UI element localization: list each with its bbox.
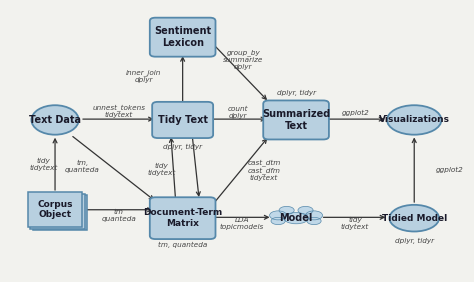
Text: ggplot2: ggplot2: [341, 110, 369, 116]
Text: Summarized
Text: Summarized Text: [262, 109, 330, 131]
Ellipse shape: [307, 217, 321, 225]
Text: dplyr, tidyr: dplyr, tidyr: [163, 144, 202, 150]
Ellipse shape: [306, 211, 322, 220]
FancyBboxPatch shape: [30, 194, 84, 229]
FancyBboxPatch shape: [28, 192, 82, 227]
Ellipse shape: [270, 211, 287, 220]
Text: dplyr, tidyr: dplyr, tidyr: [276, 90, 316, 96]
Text: Visualizations: Visualizations: [379, 115, 450, 124]
Ellipse shape: [390, 205, 439, 232]
Text: Model: Model: [279, 213, 313, 223]
Ellipse shape: [298, 206, 313, 214]
Text: unnest_tokens
tidytext: unnest_tokens tidytext: [92, 104, 146, 118]
Text: Corpus
Object: Corpus Object: [37, 200, 73, 219]
FancyBboxPatch shape: [33, 195, 87, 230]
FancyBboxPatch shape: [150, 18, 216, 57]
Ellipse shape: [284, 213, 309, 224]
Ellipse shape: [271, 217, 285, 225]
Ellipse shape: [387, 105, 441, 135]
Ellipse shape: [31, 105, 79, 135]
FancyBboxPatch shape: [152, 102, 213, 138]
Text: Tidy Text: Tidy Text: [158, 115, 208, 125]
FancyBboxPatch shape: [263, 100, 329, 140]
Text: tidy
tidytext: tidy tidytext: [29, 158, 57, 171]
Text: cast_dtm
cast_dfm
tidytext: cast_dtm cast_dfm tidytext: [247, 160, 281, 181]
Text: tidy
tidytext: tidy tidytext: [341, 217, 369, 230]
Text: tm,
quanteda: tm, quanteda: [65, 160, 100, 173]
Text: Document-Term
Matrix: Document-Term Matrix: [143, 208, 222, 228]
Text: count
dplyr: count dplyr: [228, 106, 249, 119]
Text: Sentiment
Lexicon: Sentiment Lexicon: [154, 27, 211, 48]
Text: tidy
tidytext: tidy tidytext: [147, 163, 175, 176]
FancyBboxPatch shape: [150, 197, 216, 239]
Text: ggplot2: ggplot2: [436, 167, 463, 173]
Text: inner_join
dplyr: inner_join dplyr: [126, 70, 161, 83]
Text: tm, quanteda: tm, quanteda: [158, 242, 207, 248]
Text: group_by
summarize
dplyr: group_by summarize dplyr: [223, 49, 264, 70]
Text: tm
quanteda: tm quanteda: [101, 209, 137, 222]
Text: Text Data: Text Data: [29, 115, 81, 125]
Text: Tidied Model: Tidied Model: [382, 214, 447, 223]
Text: LDA
topicmodels: LDA topicmodels: [219, 217, 264, 230]
Text: dplyr, tidyr: dplyr, tidyr: [395, 238, 434, 244]
Ellipse shape: [279, 206, 294, 214]
